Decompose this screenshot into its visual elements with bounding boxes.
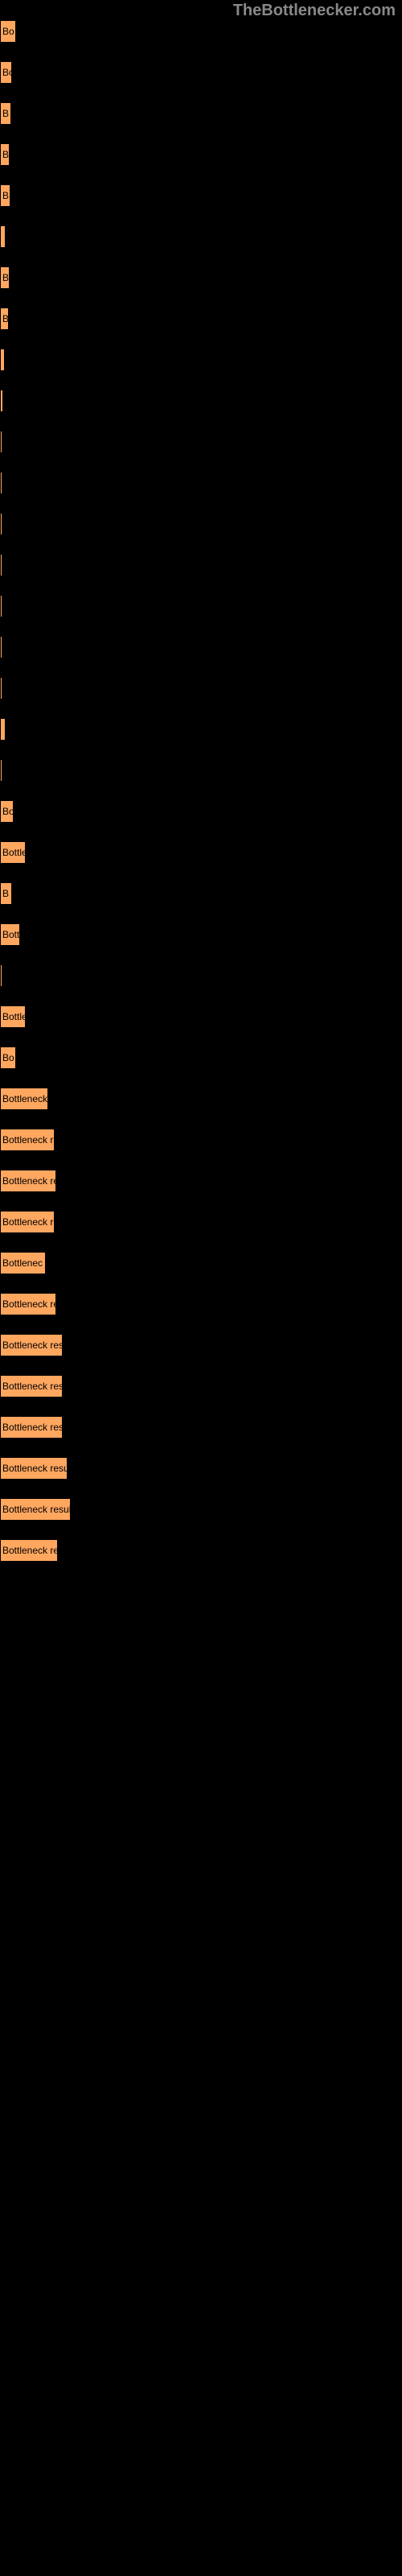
bar-chart: BoBoBBBBBBoBottleBBottBottleBoBottleneck… xyxy=(0,20,402,1562)
bar-row xyxy=(0,554,402,576)
bar: Bottle xyxy=(0,1005,26,1028)
bar-row: Bottleneck result xyxy=(0,1457,402,1480)
bar-row: Bottleneck resul xyxy=(0,1416,402,1439)
bar: B xyxy=(0,308,9,330)
bar-row: Bottleneck xyxy=(0,1088,402,1110)
bar-row xyxy=(0,349,402,371)
bar: Bottle xyxy=(0,841,26,864)
bar: B xyxy=(0,266,10,289)
bar: Bottleneck result xyxy=(0,1498,71,1521)
bar: Bottleneck re xyxy=(0,1211,55,1233)
bar-row: Bo xyxy=(0,800,402,823)
bar-row xyxy=(0,513,402,535)
bar xyxy=(0,759,2,782)
bar xyxy=(0,636,2,658)
bar xyxy=(0,554,2,576)
bar-row: Bottleneck res xyxy=(0,1170,402,1192)
bar-row xyxy=(0,636,402,658)
bar: B xyxy=(0,143,10,166)
bar xyxy=(0,349,5,371)
bar: Bottleneck resu xyxy=(0,1375,63,1397)
bar xyxy=(0,718,6,741)
bar: Bottleneck res xyxy=(0,1170,56,1192)
bar: Bottlenec xyxy=(0,1252,46,1274)
bar-row xyxy=(0,759,402,782)
bar-row: Bottle xyxy=(0,1005,402,1028)
bar xyxy=(0,677,2,700)
bar: Bo xyxy=(0,61,12,84)
bar-row: Bo xyxy=(0,1046,402,1069)
bar-row: Bottlenec xyxy=(0,1252,402,1274)
bar-row: B xyxy=(0,143,402,166)
bar-row: B xyxy=(0,882,402,905)
bar-row xyxy=(0,431,402,453)
bar xyxy=(0,964,2,987)
bar-row: B xyxy=(0,184,402,207)
bar xyxy=(0,595,2,617)
bar: Bo xyxy=(0,20,16,43)
bar-row xyxy=(0,225,402,248)
bar-row: Bottleneck resul xyxy=(0,1334,402,1356)
bar: Bo xyxy=(0,1046,16,1069)
bar xyxy=(0,225,6,248)
bar-row: Bottleneck re xyxy=(0,1211,402,1233)
bar-row xyxy=(0,595,402,617)
bar-row xyxy=(0,472,402,494)
bar-row xyxy=(0,964,402,987)
bar-row: Bottleneck resu xyxy=(0,1375,402,1397)
bar xyxy=(0,513,2,535)
bar: Bottleneck resul xyxy=(0,1416,63,1439)
watermark: TheBottlenecker.com xyxy=(0,0,402,20)
bar: B xyxy=(0,102,11,125)
bar-row: Bottle xyxy=(0,841,402,864)
bar-row xyxy=(0,718,402,741)
bar: Bott xyxy=(0,923,20,946)
bar-row: Bo xyxy=(0,20,402,43)
bar: Bottleneck xyxy=(0,1088,48,1110)
bar: Bottleneck result xyxy=(0,1457,68,1480)
bar: Bottleneck res xyxy=(0,1539,58,1562)
bar-row xyxy=(0,390,402,412)
bar: Bottleneck r xyxy=(0,1129,55,1151)
bar: B xyxy=(0,184,10,207)
bar-row: Bottleneck res xyxy=(0,1293,402,1315)
bar-row: Bottleneck result xyxy=(0,1498,402,1521)
bar-row: B xyxy=(0,308,402,330)
bar-row: Bottleneck res xyxy=(0,1539,402,1562)
bar xyxy=(0,390,3,412)
bar: B xyxy=(0,882,12,905)
bar-row: B xyxy=(0,266,402,289)
bar-row: Bo xyxy=(0,61,402,84)
bar-row: Bott xyxy=(0,923,402,946)
bar: Bottleneck resul xyxy=(0,1334,63,1356)
bar xyxy=(0,431,2,453)
bar: Bottleneck res xyxy=(0,1293,56,1315)
bar-row: B xyxy=(0,102,402,125)
bar-row: Bottleneck r xyxy=(0,1129,402,1151)
bar-row xyxy=(0,677,402,700)
bar xyxy=(0,472,2,494)
bar: Bo xyxy=(0,800,14,823)
